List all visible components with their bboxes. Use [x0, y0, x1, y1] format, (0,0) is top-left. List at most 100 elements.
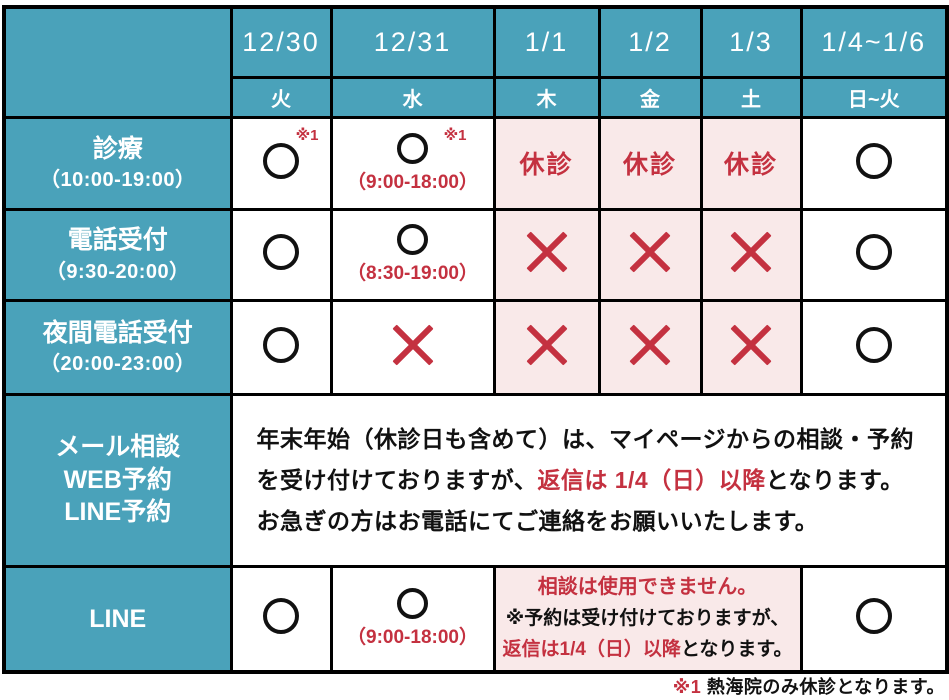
row-title: LINE: [89, 604, 147, 633]
cell-consultation-1-3: 休診: [699, 115, 803, 211]
mail-notice-line3: お急ぎの方はお電話にてご連絡をお願いいたします。: [256, 507, 819, 534]
cell-phone-12-31: （8:30-19:00）: [329, 207, 496, 302]
header-day-fri: 金: [597, 75, 703, 119]
date-label: 1/1: [524, 26, 569, 57]
line-notice-line1: 相談は使用できません。: [537, 576, 758, 599]
cross-icon: [526, 324, 568, 366]
cell-line-notice: 相談は使用できません。 ※予約は受け付けておりますが、 返信は1/4（日）以降と…: [492, 564, 803, 674]
cell-consultation-12-30: ※1: [229, 115, 333, 211]
cell-night-phone-1-2: [597, 298, 703, 396]
circle-icon: [855, 234, 892, 270]
cell-night-phone-1-1: [492, 298, 601, 396]
cell-consultation-1-4-to-1-6: [799, 115, 949, 211]
day-label: 木: [536, 88, 557, 111]
cell-phone-1-3: [699, 207, 803, 302]
cross-icon: [730, 324, 772, 366]
circle-icon: [855, 326, 892, 363]
cell-night-phone-1-3: [699, 298, 803, 396]
mail-notice-line2-prefix: を受け付けておりますが、: [256, 466, 538, 493]
header-row-dates: 12/30 12/31 1/1 1/2 1/3 1/4~1/6: [2, 5, 949, 119]
circle-icon: [263, 598, 299, 635]
header-date-1-2: 1/2: [597, 5, 703, 79]
mail-notice-line2-highlight: 返信は 1/4（日）以降: [537, 466, 766, 493]
circle-icon: [855, 142, 892, 179]
cross-icon: [730, 231, 772, 273]
cell-consultation-1-1: 休診: [492, 115, 601, 211]
circle-icon: [263, 234, 299, 270]
row-hours: （10:00-19:00）: [40, 169, 196, 192]
special-hours: （8:30-19:00）: [347, 263, 478, 284]
row-hours: （20:00-23:00）: [40, 353, 196, 376]
row-title-line1: メール相談: [55, 433, 181, 462]
cross-icon: [629, 324, 671, 366]
footnote-marker: ※1: [443, 126, 467, 144]
date-label: 1/2: [628, 26, 672, 57]
day-label: 土: [741, 88, 761, 111]
cell-line-12-30: [229, 564, 333, 674]
day-label: 水: [402, 88, 423, 111]
row-label-phone: 電話受付 （9:30-20:00）: [2, 207, 233, 302]
cross-icon: [629, 231, 671, 273]
circle-icon: [855, 598, 892, 635]
line-notice-line3-highlight: 返信は1/4（日）以降: [502, 639, 681, 661]
row-title: 夜間電話受付: [42, 318, 193, 347]
row-title-line2: WEB予約: [63, 465, 172, 494]
row-hours: （9:30-20:00）: [45, 260, 190, 283]
cell-night-phone-12-30: [229, 298, 333, 396]
row-label-consultation: 診療 （10:00-19:00）: [2, 115, 233, 211]
circle-icon: [263, 142, 299, 179]
closed-label: 休診: [519, 151, 574, 179]
row-label-line: LINE: [2, 564, 233, 674]
header-row-days: 火 水 木 金 土 日~火: [4, 75, 949, 119]
line-notice-line3: 返信は1/4（日）以降となります。: [496, 634, 800, 665]
header-date-12-30: 12/30: [229, 5, 333, 79]
header-day-sat: 土: [699, 75, 803, 119]
cross-icon: [392, 324, 434, 366]
cell-consultation-12-31: ※1 （9:00-18:00）: [329, 115, 496, 211]
closed-label: 休診: [723, 151, 778, 179]
cell-phone-1-1: [492, 207, 601, 302]
row-night-phone: 夜間電話受付 （20:00-23:00）: [2, 298, 949, 396]
row-line: LINE （9:00-18:00） 相談は使用できません。 ※予約は受け付けてお…: [2, 564, 949, 674]
closed-label: 休診: [622, 151, 677, 179]
footnote-marker: ※1: [672, 677, 702, 697]
circle-icon: [263, 326, 299, 363]
cell-night-phone-12-31: [329, 298, 496, 396]
header-date-1-1: 1/1: [492, 5, 601, 79]
mail-notice-line1: 年末年始（休診日も含めて）は、マイページからの相談・予約: [256, 425, 915, 452]
header-date-12-31: 12/31: [329, 5, 496, 79]
row-phone: 電話受付 （9:30-20:00） （8:30-19:00）: [2, 207, 949, 302]
circle-icon: [397, 224, 428, 255]
circle-icon: [397, 588, 428, 620]
day-label: 火: [271, 88, 291, 111]
header-day-sun-tue: 日~火: [799, 75, 949, 119]
date-label: 12/30: [242, 26, 320, 57]
date-label: 1/4~1/6: [821, 26, 927, 57]
holiday-schedule-table: 12/30 12/31 1/1 1/2 1/3 1/4~1/6 火 水 木 金 …: [2, 5, 949, 674]
cell-phone-1-4-to-1-6: [799, 207, 949, 302]
row-title: 電話受付: [67, 226, 168, 255]
footnote-marker: ※1: [295, 126, 319, 144]
footnote: ※1 熱海院のみ休診となります。: [673, 673, 945, 699]
footnote-text: 熱海院のみ休診となります。: [706, 677, 945, 697]
cell-consultation-1-2: 休診: [597, 115, 703, 211]
mail-notice-line2-suffix: となります。: [765, 466, 904, 493]
circle-icon: [397, 132, 428, 164]
date-label: 12/31: [373, 26, 452, 57]
row-label-night-phone: 夜間電話受付 （20:00-23:00）: [2, 298, 233, 396]
row-consultation: 診療 （10:00-19:00） ※1 ※1 （9:00-18:00） 休診 休…: [2, 115, 949, 211]
line-notice-line3-suffix: となります。: [680, 639, 793, 661]
row-mail-web-line: メール相談 WEB予約 LINE予約 年末年始（休診日も含めて）は、マイページか…: [2, 392, 949, 568]
header-corner-cell: [2, 5, 233, 119]
row-title: 診療: [92, 134, 143, 163]
header-date-1-3: 1/3: [699, 5, 803, 79]
special-hours: （9:00-18:00）: [347, 627, 478, 649]
header-day-wed: 水: [329, 75, 496, 119]
cell-phone-12-30: [229, 207, 333, 302]
header-date-1-4-to-1-6: 1/4~1/6: [799, 5, 949, 79]
cell-line-12-31: （9:00-18:00）: [329, 564, 496, 674]
cell-mail-notice: 年末年始（休診日も含めて）は、マイページからの相談・予約 を受け付けておりますが…: [229, 392, 949, 568]
mail-notice-line2: を受け付けておりますが、返信は 1/4（日）以降となります。: [257, 460, 946, 501]
cell-phone-1-2: [597, 207, 703, 302]
